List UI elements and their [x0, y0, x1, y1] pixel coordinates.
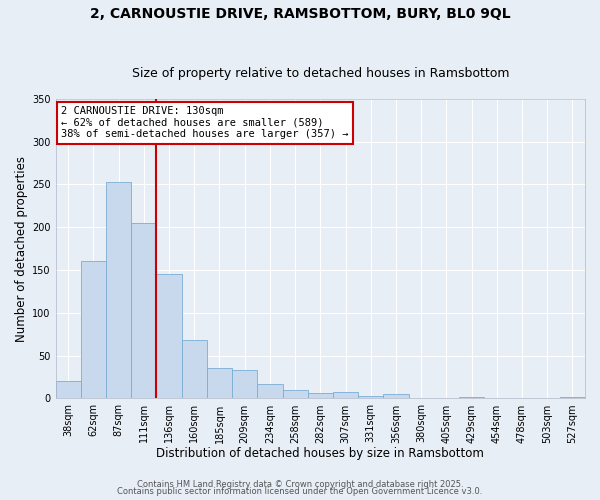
Bar: [459, 397, 484, 398]
Bar: [207, 368, 232, 398]
Bar: [358, 396, 383, 398]
Bar: [232, 370, 257, 398]
Bar: [383, 394, 409, 398]
Title: Size of property relative to detached houses in Ramsbottom: Size of property relative to detached ho…: [131, 66, 509, 80]
Y-axis label: Number of detached properties: Number of detached properties: [15, 156, 28, 342]
Bar: [106, 182, 131, 398]
Text: Contains public sector information licensed under the Open Government Licence v3: Contains public sector information licen…: [118, 487, 482, 496]
Text: 2, CARNOUSTIE DRIVE, RAMSBOTTOM, BURY, BL0 9QL: 2, CARNOUSTIE DRIVE, RAMSBOTTOM, BURY, B…: [89, 8, 511, 22]
Bar: [308, 394, 333, 398]
Bar: [157, 274, 182, 398]
Bar: [182, 340, 207, 398]
Bar: [283, 390, 308, 398]
Bar: [56, 382, 81, 398]
Bar: [257, 384, 283, 398]
Bar: [333, 392, 358, 398]
Text: Contains HM Land Registry data © Crown copyright and database right 2025.: Contains HM Land Registry data © Crown c…: [137, 480, 463, 489]
Bar: [131, 223, 157, 398]
Bar: [560, 397, 585, 398]
X-axis label: Distribution of detached houses by size in Ramsbottom: Distribution of detached houses by size …: [157, 447, 484, 460]
Bar: [81, 262, 106, 398]
Text: 2 CARNOUSTIE DRIVE: 130sqm
← 62% of detached houses are smaller (589)
38% of sem: 2 CARNOUSTIE DRIVE: 130sqm ← 62% of deta…: [61, 106, 349, 140]
